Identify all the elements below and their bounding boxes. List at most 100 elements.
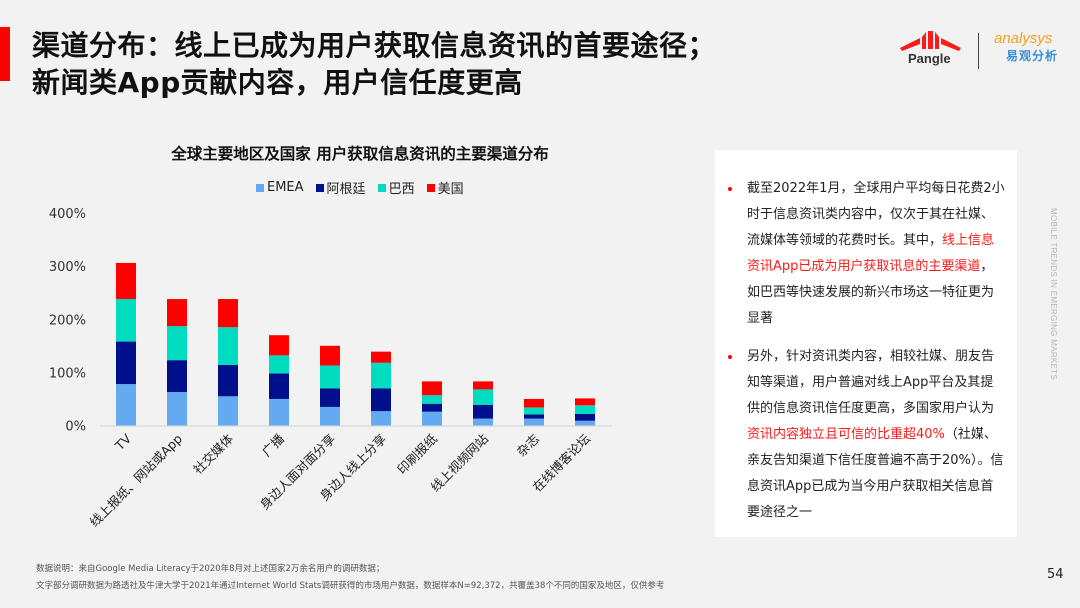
page-title-line2: 新闻类App贡献内容，用户信任度更高 [32,66,523,99]
bar-segment [167,392,187,426]
bar-segment [218,327,238,365]
logo-area: Pangle analysys 易观分析 [898,30,1073,75]
x-category-label: 社交媒体 [190,431,236,477]
bar-stack [371,351,391,426]
bar-segment [218,299,238,328]
x-category-label: 线上报纸、网站或App [87,431,186,530]
y-tick-label: 100% [49,366,86,381]
bullet-dot-icon [728,355,732,359]
side-label: MOBILE TRENDS IN EMERGING MARKETS [1049,208,1058,380]
legend-label-argentina: 阿根廷 [326,182,366,197]
pangle-wordmark: Pangle [908,51,951,66]
bar-segment [269,335,289,356]
x-category-label: 广播 [259,431,288,460]
bar-stack [473,381,493,426]
bar-segment [473,389,493,405]
bar-stack [269,335,289,426]
y-tick-label: 200% [49,313,86,328]
insight-2-text-pre: 另外，针对资讯类内容，相较社媒、朋友告知等渠道，用户普遍对线上App平台及其提供… [747,349,995,416]
bar-segment [575,413,595,421]
footnote-line1: 数据说明：来自Google Media Literacy于2020年8月对上述国… [36,564,385,574]
bar-segment [116,299,136,342]
bar-segment [524,414,544,419]
chart-legend: EMEA 阿根廷 巴西 美国 [256,178,464,197]
bar-segment [116,262,136,300]
bar-segment [218,364,238,397]
footnote-line2: 文字部分调研数据为路透社及牛津大学于2021年通过Internet World … [36,581,665,591]
bar-segment [320,345,340,366]
bar-segment [473,404,493,419]
x-category-label: 印刷报纸 [394,431,440,477]
legend-swatch-argentina [315,183,324,192]
title-accent-bar [0,27,10,81]
bar-segment [575,405,595,414]
legend-swatch-brazil [377,183,386,192]
bar-segment [167,299,187,327]
bar-segment [371,411,391,426]
bar-segment [167,326,187,361]
y-tick-label: 300% [49,260,86,275]
legend-item-argentina: 阿根廷 [315,178,366,197]
footnote: 数据说明：来自Google Media Literacy于2020年8月对上述国… [36,561,664,595]
bar-segment [371,351,391,363]
logo-divider [978,33,979,69]
bar-segment [575,420,595,426]
insight-bullet-1: 截至2022年1月，全球用户平均每日花费2小时于信息资讯类内容中，仅次于其在社媒… [728,176,1006,332]
bar-stack [524,398,544,426]
y-tick-label: 400% [49,207,86,222]
bar-stack [320,345,340,426]
bar-segment [422,395,442,404]
legend-swatch-usa [426,183,435,192]
insight-1-text-pre: 截至2022年1月，全球用户平均每日花费2小时于信息资讯类内容中，仅次于其在社媒… [747,181,1005,248]
bar-segment [269,398,289,426]
legend-item-brazil: 巴西 [377,178,415,197]
insight-1-text-post: ，如巴西等快速发展的新兴市场这一特征更为显著 [747,259,995,326]
bullet-dot-icon [728,187,732,191]
bar-segment [524,398,544,408]
chart-title: 全球主要地区及国家 用户获取信息资讯的主要渠道分布 [171,145,549,163]
legend-label-usa: 美国 [437,182,464,197]
bar-segment [524,418,544,426]
bar-segment [116,384,136,426]
bar-segment [371,362,391,389]
x-category-label: TV [111,431,134,454]
bar-segment [524,407,544,415]
bar-segment [422,381,442,396]
legend-item-usa: 美国 [426,178,464,197]
legend-swatch-emea [256,183,264,192]
analysys-logo: analysys 易观分析 [994,30,1074,64]
legend-item-emea: EMEA [256,180,304,195]
bar-segment [473,381,493,390]
legend-label-brazil: 巴西 [388,182,415,197]
insight-2-highlight: 资讯内容独立且可信的比重超40% [747,427,945,442]
bar-segment [575,398,595,406]
bar-segment [269,355,289,374]
page-title-line1: 渠道分布：线上已成为用户获取信息资讯的首要途径； [32,29,717,62]
pangle-logo: Pangle [898,30,962,70]
bar-segment [167,360,187,393]
bar-stack [575,398,595,426]
bar-segment [218,396,238,426]
bar-segment [320,388,340,407]
bar-segment [422,411,442,426]
y-tick-label: 0% [65,420,86,435]
bar-stack [422,381,442,426]
bar-segment [473,418,493,426]
bar-segment [320,365,340,389]
bar-segment [320,406,340,426]
page-title: 渠道分布：线上已成为用户获取信息资讯的首要途径； 新闻类App贡献内容，用户信任… [32,27,716,101]
analysys-cn-name: 易观分析 [1006,49,1059,63]
page-number: 54 [1047,567,1064,582]
insight-bullet-2: 另外，针对资讯类内容，相较社媒、朋友告知等渠道，用户普遍对线上App平台及其提供… [728,344,1006,526]
insight-2-text-post: （社媒、亲友告知渠道下信任度普遍不高于20%）。信息资讯App已成为当今用户获取… [747,427,1004,520]
bar-stack [167,299,187,426]
bar-segment [371,388,391,412]
bar-segment [269,373,289,399]
analysys-wordmark: analysys [994,30,1053,47]
bar-stack [218,299,238,426]
insight-1-highlight: 线上信息资讯App已成为用户获取讯息的主要渠道 [747,233,995,274]
bar-stack [116,262,136,426]
x-category-label: 杂志 [514,431,542,459]
legend-label-emea: EMEA [267,180,304,195]
